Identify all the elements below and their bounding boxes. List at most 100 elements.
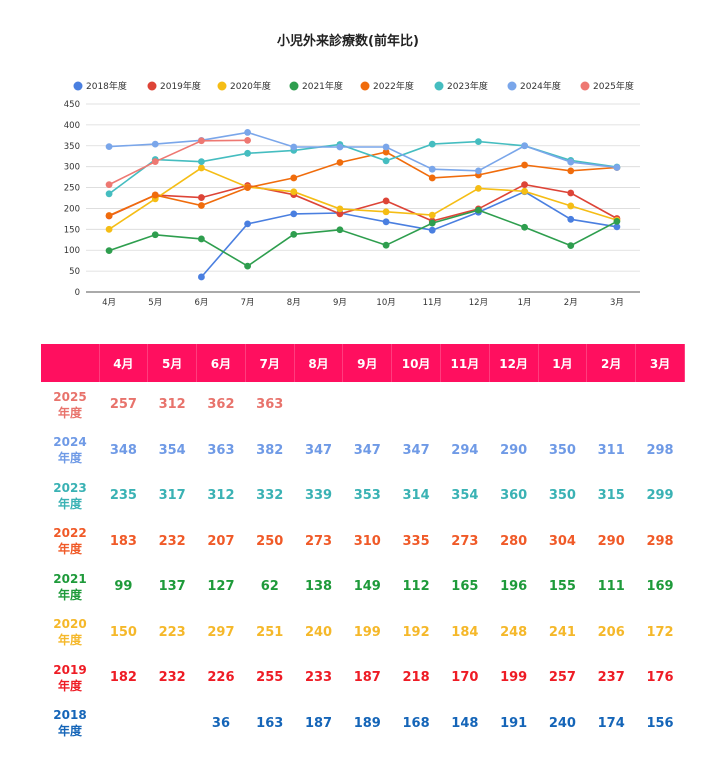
- table-cell: [343, 382, 392, 428]
- x-tick-label: 6月: [194, 298, 208, 308]
- data-point: [105, 225, 113, 233]
- table-header-cell: 5月: [147, 344, 198, 382]
- table-row: 2022 年度 183 232 207 250 273 310 335 273 280 304 290 2…: [41, 519, 685, 565]
- table-cell: 347: [304, 442, 333, 458]
- data-point: [521, 187, 528, 195]
- row-label-suffix: 年度: [57, 405, 82, 420]
- data-point: [613, 164, 621, 171]
- table-cell: 206: [597, 624, 625, 640]
- legend-label: 2023年度: [447, 80, 488, 92]
- series-line: [109, 131, 617, 172]
- table-cell: 183: [109, 533, 137, 549]
- row-label-suffix: 年度: [57, 724, 82, 739]
- table-cell: 163: [256, 715, 284, 731]
- row-label: 2020 年度: [41, 610, 99, 656]
- table-header-cell: 7月: [245, 344, 295, 382]
- data-point: [290, 188, 298, 196]
- table-cell: 240: [548, 715, 576, 731]
- data-point: [105, 143, 113, 151]
- data-point: [567, 167, 575, 175]
- data-point: [198, 158, 205, 166]
- row-label-year: 2018: [53, 708, 87, 723]
- table-cell: 280: [500, 533, 528, 549]
- x-tick-label: 2月: [564, 298, 578, 308]
- series-line: [108, 166, 618, 230]
- data-point: [521, 161, 528, 169]
- legend-marker: [217, 81, 227, 91]
- table-cell: 294: [451, 442, 479, 458]
- row-label-year: 2020: [53, 617, 87, 632]
- table-cell: 149: [353, 579, 381, 595]
- table-cell: [587, 382, 636, 428]
- y-tick-label: 50: [69, 267, 80, 277]
- row-label-year: 2025: [53, 389, 87, 404]
- table-cell: 169: [646, 579, 674, 595]
- x-tick-label: 12月: [469, 298, 488, 308]
- table-cell: 235: [109, 488, 137, 504]
- row-label-year: 2023: [53, 480, 87, 495]
- table-cell: 112: [402, 579, 430, 595]
- table-cell: 237: [597, 670, 625, 686]
- table-cell: 191: [500, 715, 528, 731]
- table-cell: 184: [451, 624, 479, 640]
- data-point: [151, 158, 159, 166]
- data-point: [244, 220, 251, 228]
- x-tick-label: 10月: [376, 298, 395, 308]
- table-cell: 127: [207, 579, 235, 595]
- table-cell: [636, 382, 685, 428]
- data-point: [428, 174, 436, 182]
- table-cell: 251: [256, 624, 284, 640]
- data-point: [336, 210, 344, 218]
- table-cell: 347: [402, 442, 430, 458]
- table-cell: 362: [207, 397, 235, 413]
- series-line: [108, 209, 618, 268]
- table-cell: [148, 701, 197, 747]
- legend-marker: [147, 81, 157, 91]
- y-tick-label: 200: [64, 204, 80, 214]
- y-tick-label: 400: [64, 121, 80, 131]
- y-tick-label: 150: [64, 225, 80, 235]
- table-header-corner: [41, 344, 100, 382]
- data-point: [475, 184, 482, 192]
- table-cell: 148: [451, 715, 479, 731]
- table-cell: 187: [304, 715, 333, 731]
- x-tick-label: 5月: [148, 298, 162, 308]
- data-point: [382, 208, 390, 216]
- table-header-cell: 4月: [99, 344, 149, 382]
- y-axis-ticks: 0 50 100 150 200 250 300 350 400 450: [64, 100, 80, 298]
- table-cell: 174: [597, 715, 625, 731]
- data-point: [428, 226, 436, 234]
- table-row: 2019 年度 182 232 226 255 233 187 218 170 199 257 237 1…: [41, 655, 685, 701]
- data-point: [290, 143, 298, 151]
- table-cell: 257: [548, 670, 576, 686]
- table-cell: 150: [109, 624, 137, 640]
- table-cell: 312: [207, 488, 235, 504]
- row-label: 2024 年度: [41, 428, 99, 474]
- data-point: [105, 212, 113, 219]
- data-point: [244, 149, 251, 157]
- table-cell: 241: [548, 624, 576, 640]
- table-cell: 240: [304, 624, 333, 640]
- row-label-year: 2019: [53, 662, 87, 677]
- x-axis-ticks: 4月 5月 6月 7月 8月 9月 10月 11月 12月 1月 2月 3月: [102, 298, 624, 308]
- data-point: [475, 206, 482, 214]
- row-label-suffix: 年度: [57, 496, 82, 511]
- row-label: 2023 年度: [41, 473, 99, 519]
- table-cell: 347: [353, 442, 381, 458]
- data-point: [428, 165, 436, 173]
- line-chart: 小児外来診療数(前年比) 2018年度 2019年度 2020年度 2021年度 202…: [64, 33, 640, 308]
- data-table: 4月 5月 6月 7月 8月 9月 10月 11月 12月 1月 2月 3月 2025 年度 257 312…: [41, 344, 685, 746]
- table-cell: 290: [597, 533, 625, 549]
- table-cell: 232: [158, 533, 186, 549]
- chart-title: 小児外来診療数(前年比): [277, 33, 419, 49]
- table-header-cell: 12月: [489, 344, 539, 382]
- y-tick-label: 100: [64, 246, 80, 256]
- x-tick-label: 8月: [287, 298, 301, 308]
- table-cell: 299: [646, 488, 674, 504]
- table-cell: 176: [646, 670, 674, 686]
- legend-marker: [73, 81, 83, 91]
- table-cell: 354: [451, 488, 479, 504]
- table-cell: 250: [256, 533, 284, 549]
- table-cell: 312: [158, 397, 186, 413]
- data-point: [151, 191, 159, 199]
